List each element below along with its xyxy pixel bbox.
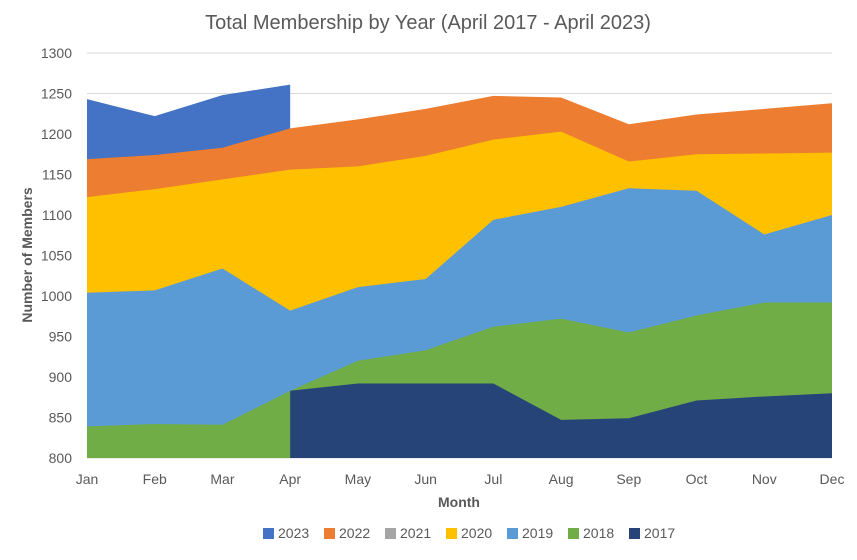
- chart-title: Total Membership by Year (April 2017 - A…: [205, 12, 651, 34]
- legend-label: 2023: [278, 525, 309, 541]
- x-tick-label: Jul: [484, 471, 502, 487]
- legend-item-2021: 2021: [385, 525, 431, 541]
- y-axis-label: Number of Members: [19, 187, 35, 323]
- y-tick-label: 850: [49, 410, 73, 426]
- x-tick-label: Aug: [549, 471, 574, 487]
- legend: 2023 2022 2021 2020 2019 2018 2017: [263, 525, 675, 541]
- y-tick-label: 1300: [41, 45, 72, 61]
- y-tick-label: 1200: [41, 126, 72, 142]
- legend-item-2019: 2019: [507, 525, 553, 541]
- y-tick-label: 1050: [41, 248, 72, 264]
- legend-swatch: [507, 528, 518, 539]
- legend-label: 2017: [644, 525, 675, 541]
- x-tick-label: Sep: [616, 471, 641, 487]
- legend-swatch: [385, 528, 396, 539]
- legend-item-2018: 2018: [568, 525, 614, 541]
- y-tick-label: 800: [49, 450, 73, 466]
- x-tick-label: Feb: [143, 471, 167, 487]
- legend-label: 2019: [522, 525, 553, 541]
- legend-item-2023: 2023: [263, 525, 309, 541]
- y-tick-label: 1100: [42, 207, 72, 223]
- x-axis-ticks: Jan Feb Mar Apr May Jun Jul Aug Sep Oct Nov Dec: [76, 471, 845, 487]
- x-tick-label: Oct: [686, 471, 708, 487]
- y-tick-label: 1250: [41, 86, 72, 102]
- legend-swatch: [446, 528, 457, 539]
- y-tick-label: 950: [49, 329, 73, 345]
- x-tick-label: Jun: [414, 471, 437, 487]
- y-tick-label: 1150: [42, 167, 72, 183]
- x-tick-label: Jan: [76, 471, 99, 487]
- legend-swatch: [629, 528, 640, 539]
- legend-item-2020: 2020: [446, 525, 492, 541]
- legend-label: 2021: [400, 525, 431, 541]
- x-tick-label: May: [345, 471, 371, 487]
- x-tick-label: Dec: [820, 471, 845, 487]
- y-tick-label: 1000: [41, 288, 72, 304]
- legend-swatch: [568, 528, 579, 539]
- area-series: [87, 84, 832, 459]
- legend-item-2017: 2017: [629, 525, 675, 541]
- legend-swatch: [263, 528, 274, 539]
- area-series-2017: [290, 383, 832, 458]
- legend-swatch: [324, 528, 335, 539]
- x-tick-label: Mar: [210, 471, 234, 487]
- legend-label: 2022: [339, 525, 370, 541]
- y-axis-ticks: 800 850 900 950 1000 1050 1100 1150 1200 1250 1300: [41, 45, 72, 466]
- legend-item-2022: 2022: [324, 525, 370, 541]
- x-tick-label: Apr: [279, 471, 301, 487]
- y-tick-label: 900: [49, 369, 73, 385]
- x-axis-label: Month: [438, 494, 480, 510]
- legend-label: 2018: [583, 525, 614, 541]
- x-tick-label: Nov: [752, 471, 777, 487]
- legend-label: 2020: [461, 525, 492, 541]
